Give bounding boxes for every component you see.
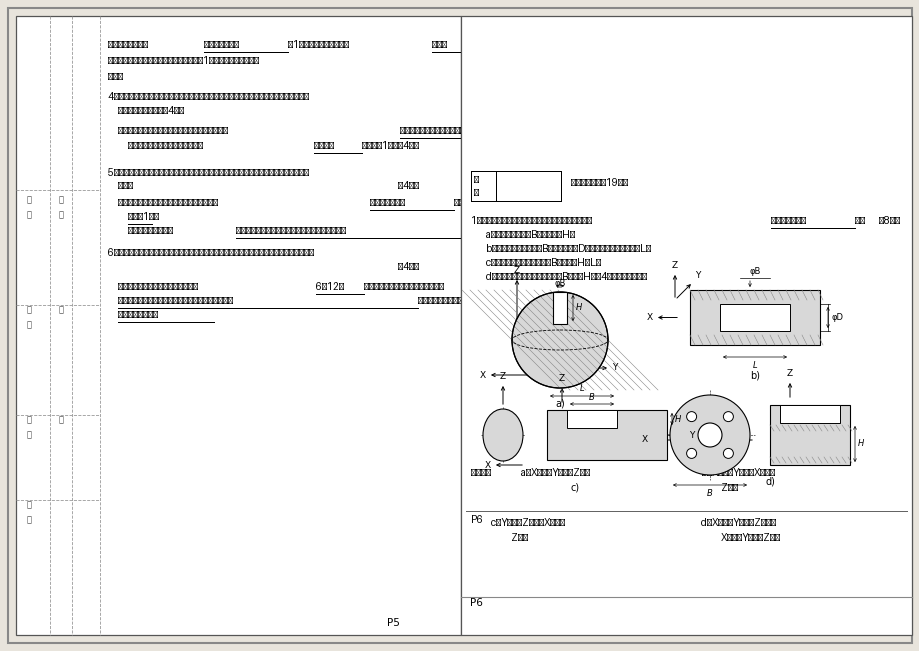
Text: 号: 号 — [27, 320, 31, 329]
Text: 题: 题 — [27, 305, 31, 314]
Circle shape — [686, 411, 696, 422]
Text: Z: Z — [786, 369, 792, 378]
Text: 阅: 阅 — [27, 210, 31, 219]
Text: 级: 级 — [59, 195, 63, 204]
Text: 别: 别 — [59, 210, 63, 219]
Circle shape — [669, 395, 749, 475]
Circle shape — [686, 449, 696, 458]
Bar — [566, 410, 617, 428]
Text: Z: Z — [671, 261, 677, 270]
Text: Z: Z — [499, 372, 505, 381]
Text: B: B — [707, 489, 712, 498]
Text: L: L — [752, 361, 756, 370]
Bar — [689, 290, 819, 345]
Text: B: B — [588, 393, 595, 402]
Text: φB: φB — [748, 267, 760, 276]
Text: H: H — [575, 303, 582, 312]
Text: 绩: 绩 — [27, 516, 31, 525]
Bar — [547, 410, 666, 460]
Text: a): a) — [554, 398, 564, 408]
Text: X: X — [646, 313, 652, 322]
Text: 三: 三 — [59, 305, 63, 314]
Bar — [769, 405, 849, 465]
Text: 三: 三 — [59, 415, 63, 424]
Bar — [552, 292, 566, 324]
Text: L: L — [579, 384, 584, 393]
Bar — [779, 405, 839, 423]
Text: Y: Y — [611, 363, 617, 372]
Ellipse shape — [482, 409, 522, 461]
Text: Z: Z — [514, 266, 519, 275]
Text: H: H — [857, 439, 863, 449]
Circle shape — [722, 449, 732, 458]
Text: b): b) — [749, 371, 759, 381]
Bar — [720, 304, 789, 331]
Text: 参: 参 — [27, 195, 31, 204]
Circle shape — [722, 411, 732, 422]
Text: P5: P5 — [386, 618, 399, 628]
Text: φD: φD — [831, 313, 843, 322]
Text: P6: P6 — [470, 598, 482, 608]
Text: H: H — [675, 415, 680, 424]
Text: c): c) — [570, 482, 579, 492]
Bar — [16, 16, 460, 635]
Text: d): d) — [765, 477, 774, 487]
Circle shape — [512, 292, 607, 388]
Text: 业: 业 — [27, 430, 31, 439]
Text: Y: Y — [688, 430, 694, 439]
Text: φB: φB — [554, 279, 565, 288]
Text: X: X — [484, 460, 491, 469]
Bar — [460, 16, 911, 635]
Text: 学: 学 — [27, 501, 31, 510]
Text: Y: Y — [694, 271, 699, 280]
Circle shape — [698, 423, 721, 447]
Text: 专: 专 — [27, 415, 31, 424]
Text: X: X — [641, 436, 647, 445]
Text: X: X — [480, 370, 485, 380]
Text: Z: Z — [559, 374, 564, 383]
